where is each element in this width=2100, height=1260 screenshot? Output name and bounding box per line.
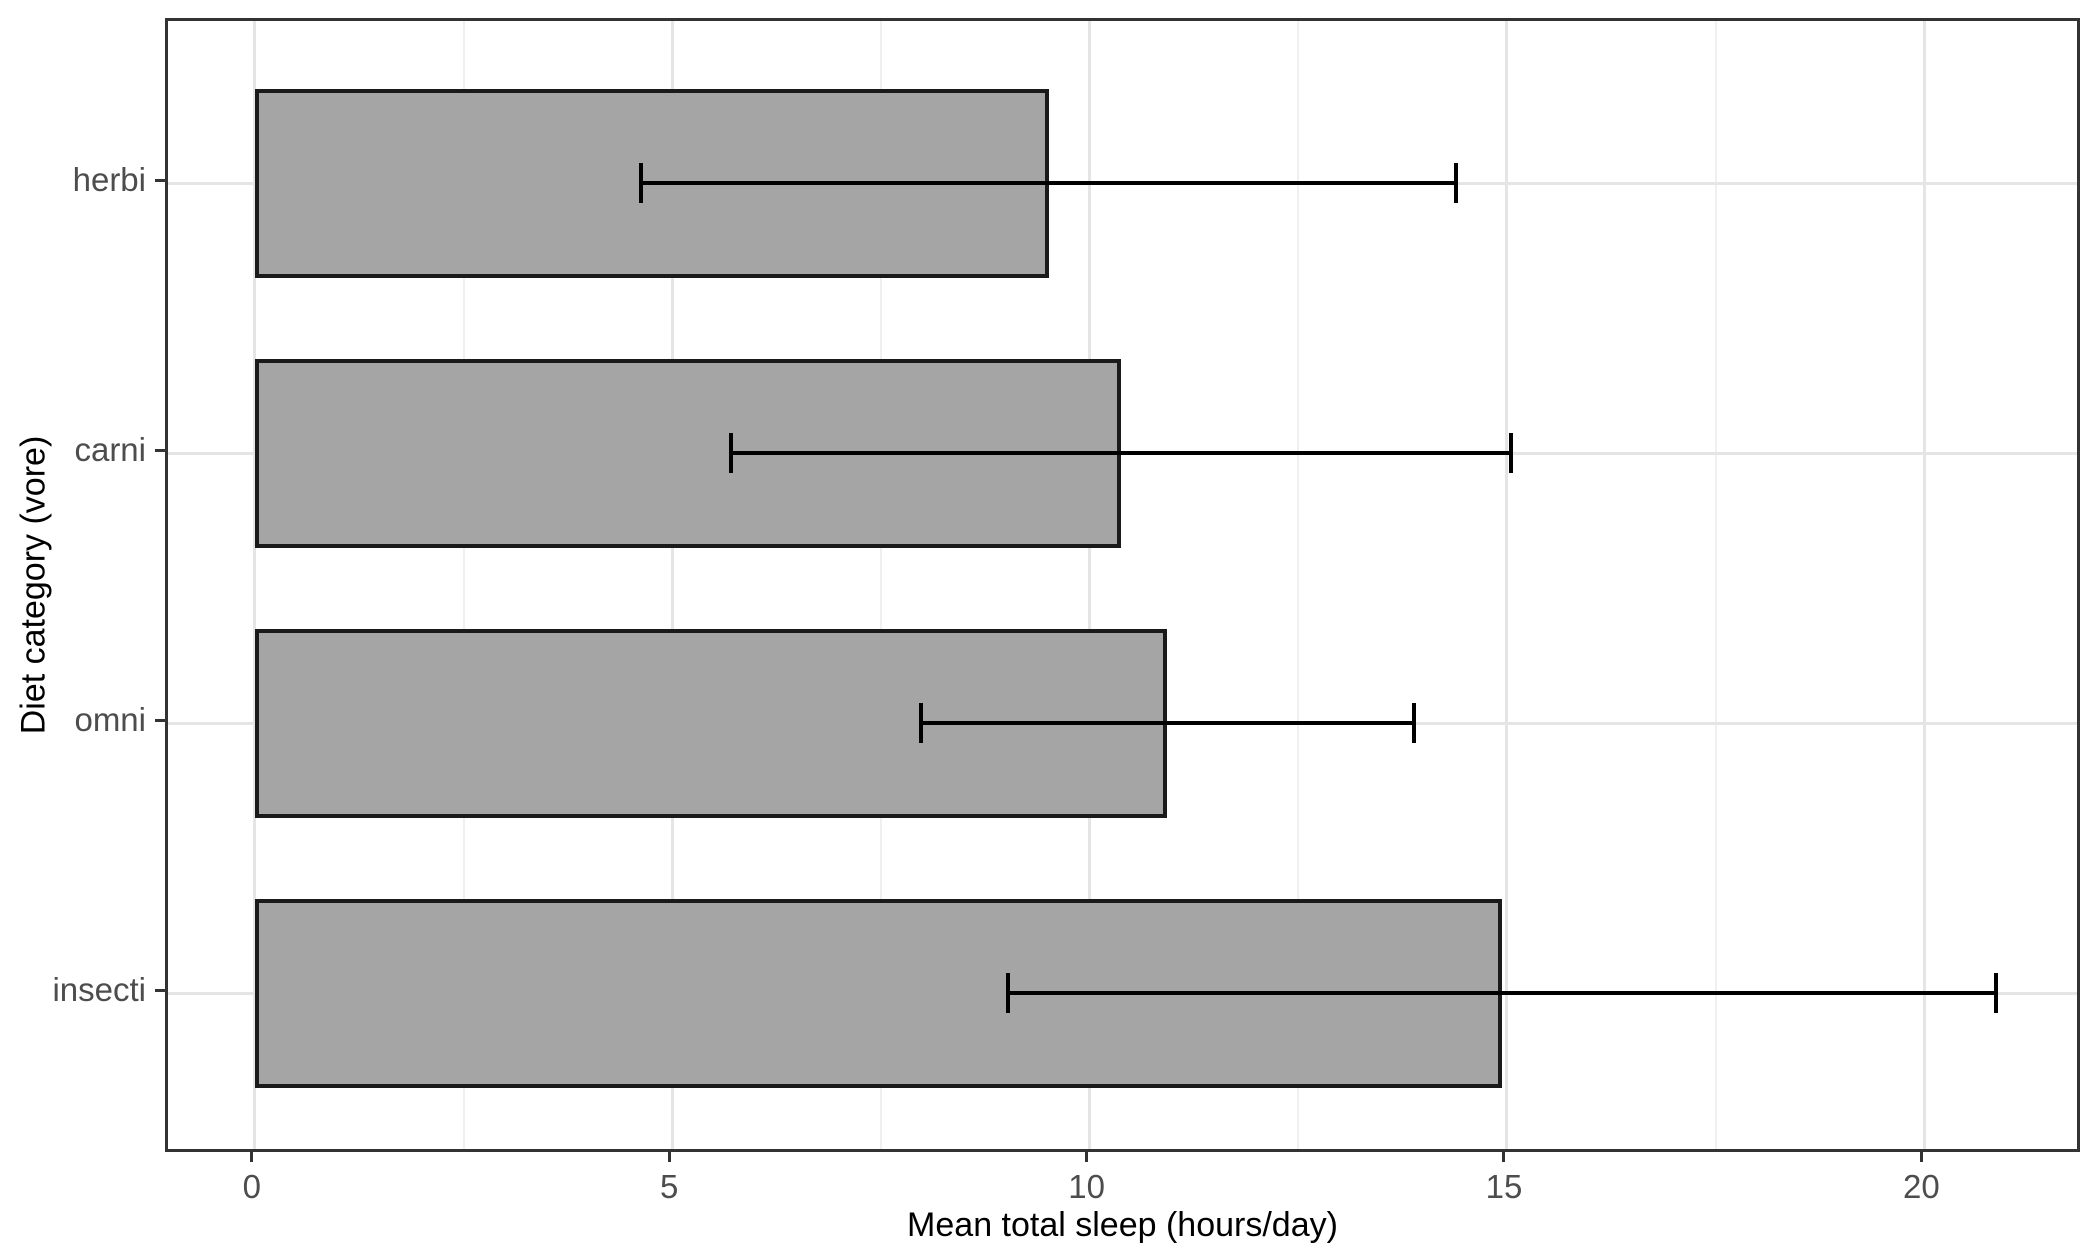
x-gridline-0 [253, 21, 257, 1149]
errorbar-insecti [1007, 991, 1997, 995]
y-tick-carni [155, 448, 165, 452]
errorbar-cap-low-omni [918, 702, 923, 744]
y-tick-label-herbi: herbi [72, 161, 146, 198]
errorbar-carni [731, 451, 1512, 455]
y-tick-label-omni: omni [74, 701, 146, 738]
x-tick-15 [1502, 1152, 1506, 1162]
errorbar-cap-high-omni [1411, 702, 1416, 744]
errorbar-herbi [641, 181, 1457, 185]
y-tick-label-carni: carni [74, 431, 146, 468]
plot-panel [165, 18, 2080, 1152]
errorbar-cap-low-carni [729, 432, 734, 474]
y-tick-label-insecti: insecti [52, 971, 146, 1008]
x-tick-label-10: 10 [1068, 1168, 1105, 1205]
x-tick-0 [250, 1152, 254, 1162]
x-minor-gridline-12.5 [1297, 21, 1300, 1149]
x-gridline-5 [670, 21, 674, 1149]
x-tick-20 [1919, 1152, 1923, 1162]
y-tick-herbi [155, 178, 165, 182]
errorbar-cap-high-insecti [1994, 972, 1999, 1014]
x-tick-10 [1085, 1152, 1089, 1162]
errorbar-cap-low-herbi [639, 162, 644, 204]
errorbar-cap-low-insecti [1005, 972, 1010, 1014]
x-tick-5 [667, 1152, 671, 1162]
y-tick-omni [155, 718, 165, 722]
y-axis-title: Diet category (vore) [14, 435, 53, 735]
x-minor-gridline-2.5 [462, 21, 465, 1149]
errorbars-layer [168, 21, 2077, 1149]
x-gridline-20 [1922, 21, 1926, 1149]
x-gridline-15 [1505, 21, 1509, 1149]
errorbar-cap-high-carni [1509, 432, 1514, 474]
x-axis-title: Mean total sleep (hours/day) [907, 1206, 1338, 1244]
errorbar-cap-high-herbi [1454, 162, 1459, 204]
errorbar-omni [920, 721, 1414, 725]
x-minor-gridline-7.5 [879, 21, 882, 1149]
x-tick-label-20: 20 [1903, 1168, 1940, 1205]
x-tick-label-5: 5 [660, 1168, 679, 1205]
x-tick-label-0: 0 [242, 1168, 261, 1205]
y-tick-insecti [155, 988, 165, 992]
x-minor-gridline-17.5 [1714, 21, 1717, 1149]
x-gridline-10 [1088, 21, 1092, 1149]
x-tick-label-15: 15 [1485, 1168, 1523, 1205]
